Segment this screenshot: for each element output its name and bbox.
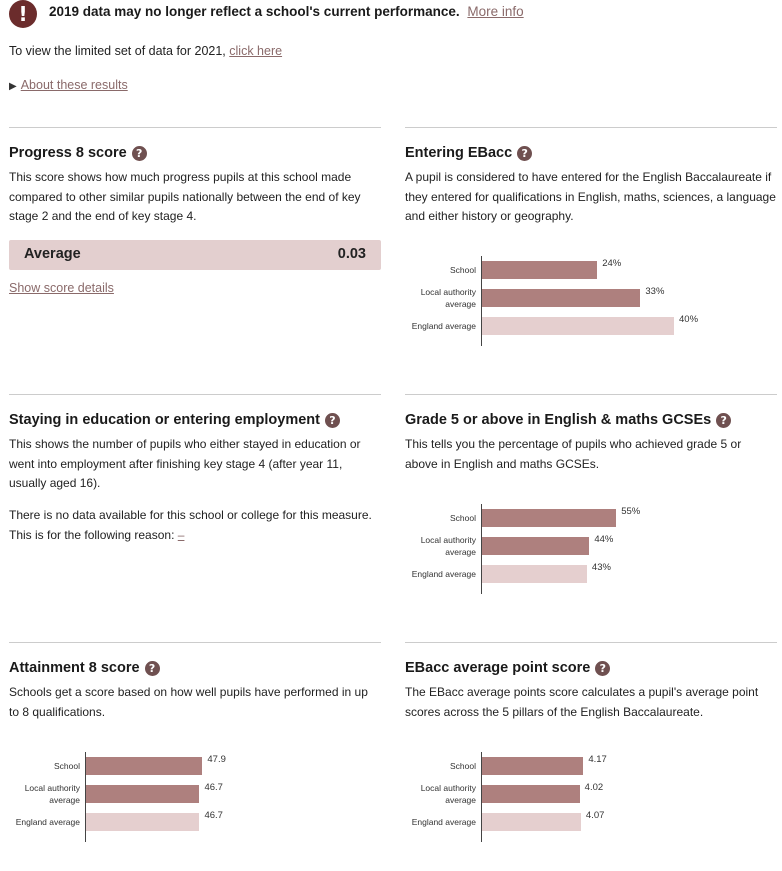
divider xyxy=(9,394,381,395)
bar-value-label: 40% xyxy=(679,314,699,325)
bar-local-authority xyxy=(86,785,200,803)
divider xyxy=(9,127,381,128)
ebacc-aps-description: The EBacc average points score calculate… xyxy=(405,685,759,719)
attainment8-title: Attainment 8 score xyxy=(9,660,140,676)
bar-england xyxy=(86,813,200,831)
bar-value-label: 33% xyxy=(645,286,665,297)
bar-england xyxy=(482,813,581,831)
grade5-heading: Grade 5 or above in English & maths GCSE… xyxy=(405,412,732,428)
performance-warning: 2019 data may no longer reflect a school… xyxy=(49,4,524,19)
help-icon[interactable]: ? xyxy=(595,660,611,676)
bar-value-label: 55% xyxy=(621,506,641,517)
divider xyxy=(405,127,777,128)
bar-value-label: 47.9 xyxy=(207,754,226,765)
staying-nodata: There is no data available for this scho… xyxy=(9,506,381,545)
grade5-description: This tells you the percentage of pupils … xyxy=(405,437,742,471)
grade5-title: Grade 5 or above in English & maths GCSE… xyxy=(405,412,712,428)
attainment8-description: Schools get a score based on how well pu… xyxy=(9,685,368,719)
chart-category-label: England average xyxy=(411,817,476,827)
bar-value-label: 43% xyxy=(591,562,611,573)
chart-category-label: England average xyxy=(411,321,476,331)
chart-category-label: Local authority average xyxy=(420,535,476,557)
progress8-heading: Progress 8 score ? xyxy=(9,145,147,161)
divider xyxy=(405,394,777,395)
help-icon[interactable]: ? xyxy=(131,145,147,161)
bar-school xyxy=(482,509,617,527)
warning-text: 2019 data may no longer reflect a school… xyxy=(49,4,460,19)
chart-axis xyxy=(481,504,482,594)
staying-heading: Staying in education or entering employm… xyxy=(9,412,340,428)
click-here-link[interactable]: click here xyxy=(229,44,283,58)
chart-category-label: England average xyxy=(411,569,476,579)
bar-school xyxy=(482,261,598,279)
view-2021-text: To view the limited set of data for 2021… xyxy=(9,44,230,58)
chart-category-label: England average xyxy=(15,817,80,827)
grade5-chart: School 55% Local authority average 44% Engla… xyxy=(405,504,777,596)
chart-axis xyxy=(481,752,482,842)
more-info-link[interactable]: More info xyxy=(467,4,524,19)
attainment8-heading: Attainment 8 score ? xyxy=(9,660,160,676)
bar-england xyxy=(482,565,587,583)
ebacc-aps-heading: EBacc average point score ? xyxy=(405,660,611,676)
progress8-title: Progress 8 score xyxy=(9,145,127,161)
ebacc-entering-description: A pupil is considered to have entered fo… xyxy=(405,170,776,223)
exclamation-icon: ! xyxy=(9,0,37,28)
reason-link[interactable]: – xyxy=(177,527,185,542)
about-results-toggle[interactable]: ▶ About these results xyxy=(9,78,128,92)
bar-local-authority xyxy=(482,289,641,307)
chart-axis xyxy=(85,752,86,842)
divider xyxy=(9,642,381,643)
help-icon[interactable]: ? xyxy=(716,412,732,428)
bar-value-label: 24% xyxy=(602,258,622,269)
chart-category-label: Local authority average xyxy=(420,287,476,309)
chart-category-label: Local authority average xyxy=(24,783,80,805)
ebacc-entering-heading: Entering EBacc ? xyxy=(405,145,533,161)
bar-local-authority xyxy=(482,537,590,555)
reason-text: This is for the following reason: xyxy=(9,527,178,542)
staying-description: This shows the number of pupils who eith… xyxy=(9,437,361,490)
divider xyxy=(405,642,777,643)
ebacc-entering-chart: School 24% Local authority average 33% Engla… xyxy=(405,256,777,348)
score-label: Average xyxy=(24,246,81,262)
show-score-details-link[interactable]: Show score details xyxy=(9,281,114,295)
chart-category-label: School xyxy=(450,265,476,275)
chart-category-label: Local authority average xyxy=(420,783,476,805)
progress8-score-box: Average 0.03 xyxy=(9,240,381,270)
chart-category-label: School xyxy=(54,761,80,771)
bar-value-label: 4.02 xyxy=(584,782,604,793)
score-value: 0.03 xyxy=(337,246,366,262)
bar-school xyxy=(482,757,584,775)
bar-england xyxy=(482,317,674,335)
chart-axis xyxy=(481,256,482,346)
attainment8-chart: School 47.9 Local authority average 46.7 Eng… xyxy=(9,752,381,844)
ebacc-aps-chart: School 4.17 Local authority average 4.02 Eng… xyxy=(405,752,777,844)
staying-title: Staying in education or entering employm… xyxy=(9,412,320,428)
ebacc-aps-title: EBacc average point score xyxy=(405,660,591,676)
bar-value-label: 4.07 xyxy=(585,810,605,821)
about-results-link[interactable]: About these results xyxy=(20,78,128,92)
nodata-text: There is no data available for this scho… xyxy=(9,508,372,522)
bar-value-label: 46.7 xyxy=(204,782,223,793)
bar-value-label: 46.7 xyxy=(204,810,223,821)
bar-value-label: 44% xyxy=(594,534,614,545)
help-icon[interactable]: ? xyxy=(325,412,340,428)
progress8-description: This score shows how much progress pupil… xyxy=(9,170,361,223)
view-2021-line: To view the limited set of data for 2021… xyxy=(9,44,282,58)
chart-category-label: School xyxy=(450,513,476,523)
bar-school xyxy=(86,757,203,775)
help-icon[interactable]: ? xyxy=(144,660,160,676)
help-icon[interactable]: ? xyxy=(517,145,533,161)
ebacc-entering-title: Entering EBacc xyxy=(405,145,513,161)
triangle-right-icon: ▶ xyxy=(9,81,17,92)
bar-local-authority xyxy=(482,785,580,803)
chart-category-label: School xyxy=(450,761,476,771)
bar-value-label: 4.17 xyxy=(588,754,607,765)
